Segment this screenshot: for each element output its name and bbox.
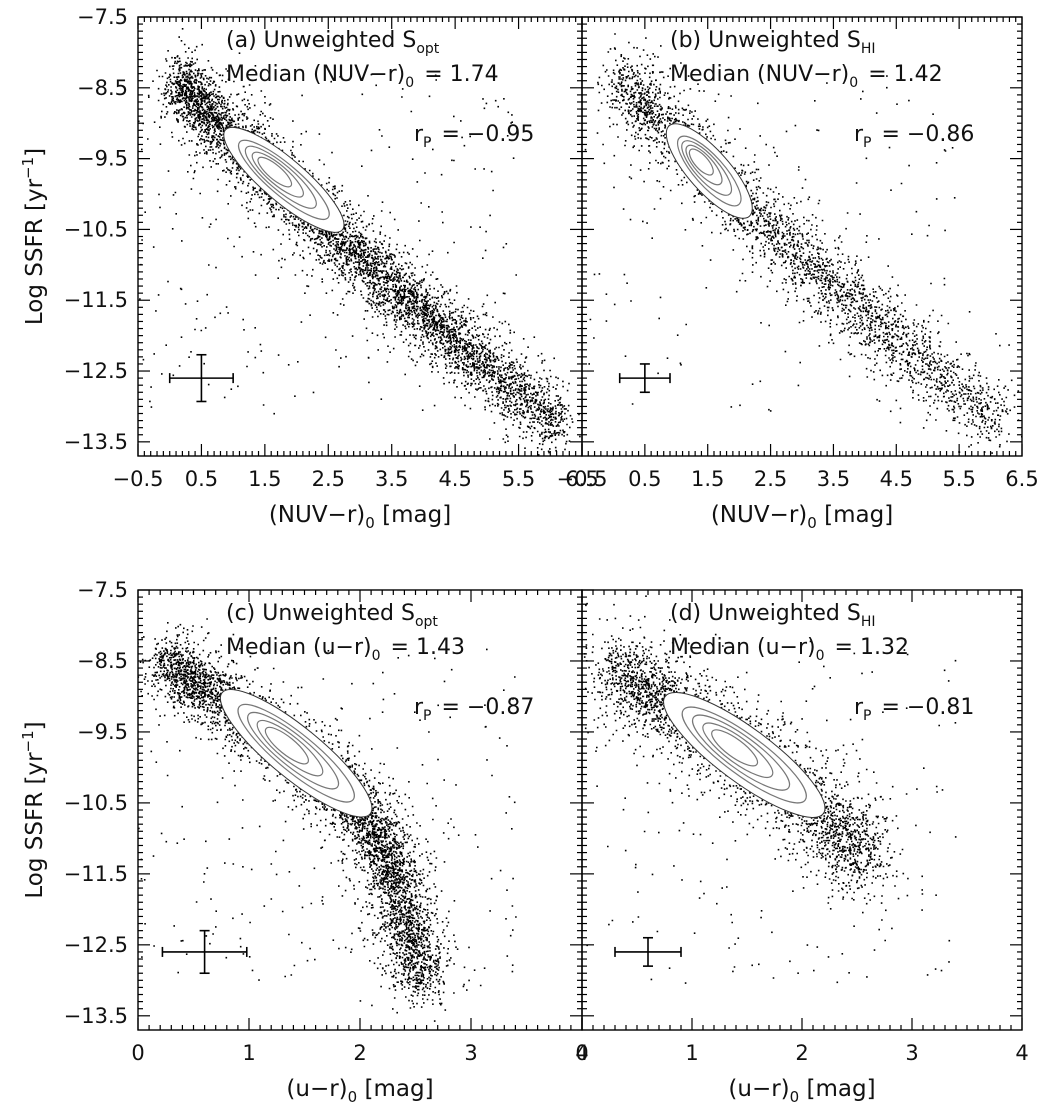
x-tick-label: 6.5 xyxy=(1005,467,1038,491)
x-tick-label: 5.5 xyxy=(502,467,535,491)
x-tick-label: 0 xyxy=(575,1041,588,1065)
median-annotation: Median (u−r)0 = 1.32 xyxy=(670,635,909,664)
x-tick-label: 3.5 xyxy=(375,467,408,491)
scatter-points xyxy=(138,618,517,1022)
x-tick-label: 0.5 xyxy=(628,467,661,491)
axis-ticks xyxy=(581,16,1023,456)
correlation-annotation: rP = −0.81 xyxy=(854,695,974,724)
y-tick-label: −11.5 xyxy=(64,288,128,312)
scatter-point-cloud xyxy=(138,18,581,456)
y-tick-label: −8.5 xyxy=(77,76,128,100)
x-axis-label: (NUV−r)0 [mag] xyxy=(711,502,893,532)
x-tick-label: 3.5 xyxy=(817,467,850,491)
x-tick-label: 0.5 xyxy=(185,467,218,491)
y-tick-label: −9.5 xyxy=(77,147,128,171)
correlation-annotation: rP = −0.86 xyxy=(854,122,974,151)
correlation-annotation: rP = −0.95 xyxy=(414,122,534,151)
x-tick-label: 2.5 xyxy=(312,467,345,491)
axis-ticks xyxy=(137,589,583,1030)
density-contours xyxy=(219,688,373,818)
y-tick-label: −7.5 xyxy=(77,5,128,29)
y-axis-label: Log SSFR [yr−1] xyxy=(19,148,48,325)
x-tick-label: 3 xyxy=(905,1041,918,1065)
y-tick-label: −10.5 xyxy=(64,791,128,815)
x-tick-label: 0 xyxy=(131,1041,144,1065)
density-contours xyxy=(663,692,826,818)
x-tick-label: −0.5 xyxy=(113,467,164,491)
panel-c: 0 1 2 3 4 −7.5 −8.5 −9.5 −10.5 −11.5 −12.5 −13.5 (u−… xyxy=(19,578,589,1106)
x-tick-label: 2 xyxy=(795,1041,808,1065)
panel-d: 0 1 2 3 4 (u−r)0 [mag] (d) Unweighted SHI Media… xyxy=(575,589,1029,1106)
y-axis-label: Log SSFR [yr−1] xyxy=(19,721,48,898)
x-tick-label: 5.5 xyxy=(942,467,975,491)
median-annotation: Median (u−r)0 = 1.43 xyxy=(226,635,465,664)
panel-title: (d) Unweighted SHI xyxy=(670,601,875,630)
scatter-point-cloud xyxy=(138,618,517,1022)
error-bar xyxy=(614,936,682,967)
y-tick-label: −12.5 xyxy=(64,359,128,383)
y-tick-label: −9.5 xyxy=(77,720,128,744)
x-tick-label: 6.5 xyxy=(565,467,598,491)
x-axis-label: (NUV−r)0 [mag] xyxy=(269,502,451,532)
x-tick-label: 2.5 xyxy=(754,467,787,491)
x-tick-label: 1.5 xyxy=(691,467,724,491)
panel-title: (c) Unweighted Sopt xyxy=(226,601,438,630)
scatter-points xyxy=(584,33,1022,454)
density-contours xyxy=(665,123,753,219)
scatter-point-cloud xyxy=(584,33,1022,454)
x-axis-label: (u−r)0 [mag] xyxy=(286,1076,433,1106)
correlation-annotation: rP = −0.87 xyxy=(414,695,534,724)
x-tick-label: 4.5 xyxy=(880,467,913,491)
x-tick-label: 2 xyxy=(353,1041,366,1065)
y-tick-label: −13.5 xyxy=(64,1004,128,1028)
x-tick-label: 3 xyxy=(464,1041,477,1065)
x-tick-label: 4 xyxy=(1015,1041,1028,1065)
y-tick-label: −11.5 xyxy=(64,862,128,886)
error-bar xyxy=(161,929,248,975)
axis-ticks xyxy=(581,589,1023,1030)
median-annotation: Median (NUV−r)0 = 1.42 xyxy=(670,62,943,91)
error-bar xyxy=(168,353,234,403)
panel-a: −0.5 0.5 1.5 2.5 3.5 4.5 5.5 6.5 −7.5 −8.5 −9.5 −10… xyxy=(19,5,599,532)
x-tick-label: 1 xyxy=(242,1041,255,1065)
x-tick-label: 4.5 xyxy=(438,467,471,491)
x-tick-label: 1.5 xyxy=(248,467,281,491)
density-contours xyxy=(223,126,345,233)
panel-title: (a) Unweighted Sopt xyxy=(226,28,440,57)
x-axis-label: (u−r)0 [mag] xyxy=(728,1076,875,1106)
x-tick-label: 1 xyxy=(685,1041,698,1065)
error-bar xyxy=(618,363,671,394)
x-tick-label: 4 xyxy=(575,1041,588,1065)
scatter-points xyxy=(138,18,581,456)
panel-b: −0.5 0.5 1.5 2.5 3.5 4.5 5.5 6.5 (NUV−r)0 [mag] (… xyxy=(557,16,1039,532)
x-tick-label: −0.5 xyxy=(557,467,608,491)
panel-title: (b) Unweighted SHI xyxy=(670,28,875,57)
y-tick-label: −13.5 xyxy=(64,430,128,454)
y-tick-label: −10.5 xyxy=(64,217,128,241)
median-annotation: Median (NUV−r)0 = 1.74 xyxy=(226,62,499,91)
y-tick-label: −8.5 xyxy=(77,649,128,673)
y-tick-label: −12.5 xyxy=(64,933,128,957)
y-tick-label: −7.5 xyxy=(77,578,128,602)
